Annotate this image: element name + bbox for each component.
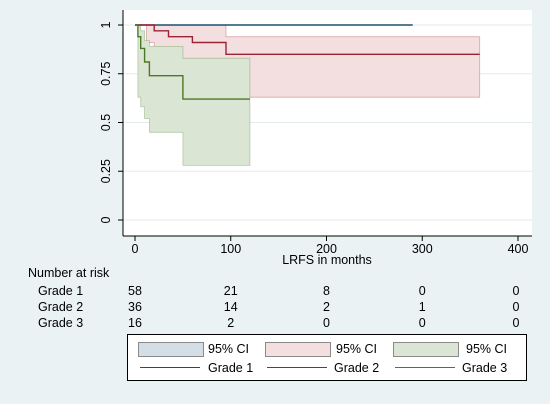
risk-count: 0 bbox=[512, 300, 520, 314]
risk-table-title: Number at risk bbox=[28, 266, 110, 280]
legend-ci-label-grade-1: 95% CI bbox=[208, 342, 249, 356]
x-tick-label-4: 400 bbox=[508, 242, 529, 256]
x-axis-title: LRFS in months bbox=[282, 253, 372, 267]
legend-label-grade-3: Grade 3 bbox=[462, 361, 508, 375]
legend-ci-label-grade-3: 95% CI bbox=[466, 342, 507, 356]
legend-ci-swatch-grade-1 bbox=[138, 342, 204, 357]
y-tick-label-4: 1 bbox=[99, 21, 113, 28]
legend-line-grade-1 bbox=[140, 367, 200, 368]
km-line-grade-3 bbox=[135, 24, 250, 100]
legend-ci-swatch-grade-2 bbox=[265, 342, 331, 357]
km-line-grade-2 bbox=[135, 24, 480, 55]
legend-ci-swatch-grade-3 bbox=[393, 342, 459, 357]
risk-count: 36 bbox=[128, 300, 142, 314]
risk-count: 0 bbox=[512, 316, 520, 330]
legend-line-grade-3 bbox=[395, 367, 455, 368]
ci-band-grade-3 bbox=[135, 24, 251, 166]
risk-count: 58 bbox=[128, 284, 142, 298]
risk-count: 0 bbox=[323, 316, 330, 330]
x-tick-label-0: 0 bbox=[132, 242, 139, 256]
legend-ci-label-grade-2: 95% CI bbox=[336, 342, 377, 356]
risk-count: 0 bbox=[418, 284, 426, 298]
x-tick-label-2: 200 bbox=[316, 242, 337, 256]
y-tick-label-0: 0 bbox=[99, 216, 113, 223]
risk-count: 21 bbox=[223, 284, 238, 298]
risk-count: 0 bbox=[418, 316, 426, 330]
y-tick-label-1: 0.25 bbox=[99, 159, 113, 183]
x-tick-label-1: 100 bbox=[220, 242, 241, 256]
legend-label-grade-2: Grade 2 bbox=[334, 361, 380, 375]
risk-count: 8 bbox=[323, 284, 330, 298]
y-tick-label-3: 0.75 bbox=[99, 62, 113, 86]
risk-count: 16 bbox=[128, 316, 142, 330]
risk-count: 1 bbox=[418, 300, 426, 314]
x-tick-label-3: 300 bbox=[412, 242, 433, 256]
risk-count: 0 bbox=[512, 284, 520, 298]
risk-count: 2 bbox=[227, 316, 235, 330]
risk-count: 14 bbox=[223, 300, 238, 314]
risk-row-label-grade-1: Grade 1 bbox=[38, 284, 84, 298]
risk-count: 2 bbox=[323, 300, 330, 314]
risk-row-label-grade-3: Grade 3 bbox=[38, 316, 84, 330]
legend: 95% CI 95% CI 95% CI Grade 1 Grade 2 Gra… bbox=[127, 334, 527, 381]
risk-row-label-grade-2: Grade 2 bbox=[38, 300, 84, 314]
y-tick-label-2: 0.5 bbox=[99, 114, 113, 131]
legend-line-grade-2 bbox=[267, 367, 327, 368]
legend-label-grade-1: Grade 1 bbox=[208, 361, 254, 375]
